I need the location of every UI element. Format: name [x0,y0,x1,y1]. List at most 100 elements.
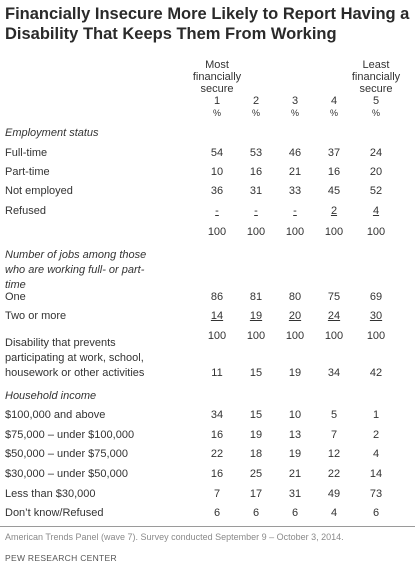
row-label: Two or more [5,310,67,322]
table-cell: 7 [213,488,221,500]
table-cell: 100 [366,330,386,342]
col5-header-line3: secure [359,83,393,95]
table-cell: 86 [210,291,224,303]
table-cell: 75 [327,291,341,303]
table-cell: 30 [369,310,383,322]
table-cell: 4 [330,507,338,519]
row-label: $30,000 – under $50,000 [5,468,128,480]
table-cell: 10 [210,166,224,178]
table-cell: - [215,205,219,217]
table-cell: 42 [369,367,383,379]
column-number-3: 3 [291,95,299,107]
table-cell: 20 [288,310,302,322]
table-cell: 73 [369,488,383,500]
title-line-2: Disability That Keeps Them From Working [5,25,337,43]
table-cell: 6 [213,507,221,519]
table-cell: 54 [210,147,224,159]
title-line-1: Financially Insecure More Likely to Repo… [5,5,410,23]
row-label: Part-time [5,166,50,178]
table-cell: 80 [288,291,302,303]
survey-note: American Trends Panel (wave 7). Survey c… [5,532,344,542]
footer-divider [0,526,415,527]
table-cell: 12 [327,448,341,460]
table-cell: 16 [327,166,341,178]
table-cell: 49 [327,488,341,500]
row-label: $50,000 – under $75,000 [5,448,128,460]
section-employment: Employment status [5,127,99,139]
table-cell: 45 [327,185,341,197]
table-cell: 100 [246,330,266,342]
table-cell: 22 [210,448,224,460]
table-cell: 10 [288,409,302,421]
column-number-5: 5 [372,95,380,107]
table-cell: 5 [330,409,338,421]
disability-label-line1: Disability that prevents [5,337,116,349]
row-label: Less than $30,000 [5,488,96,500]
row-label: $100,000 and above [5,409,106,421]
row-label: Refused [5,205,46,217]
table-cell: 24 [327,310,341,322]
table-cell: 69 [369,291,383,303]
table-cell: 7 [330,429,338,441]
col1-header-line3: secure [200,83,234,95]
column-unit-3: % [290,108,299,118]
table-cell: 100 [207,226,227,238]
table-cell: 4 [372,205,380,217]
table-cell: 100 [246,226,266,238]
table-cell: 15 [249,367,263,379]
table-cell: 19 [249,429,263,441]
table-cell: 21 [288,166,302,178]
table-cell: 31 [288,488,302,500]
table-cell: 16 [249,166,263,178]
table-cell: 19 [249,310,263,322]
col5-header-line2: financially [351,71,401,83]
section-income: Household income [5,390,97,402]
table-cell: 24 [369,147,383,159]
table-cell: 100 [366,226,386,238]
column-number-1: 1 [213,95,221,107]
table-cell: 15 [249,409,263,421]
row-label: $75,000 – under $100,000 [5,429,135,441]
disability-label-line2: participating at work, school, [5,352,144,364]
row-label: Don’t know/Refused [5,507,104,519]
row-label: Full-time [5,147,48,159]
table-cell: 18 [249,448,263,460]
table-cell: 6 [291,507,299,519]
pew-logo-text: PEW RESEARCH CENTER [5,553,117,563]
table-cell: - [293,205,297,217]
table-cell: 6 [372,507,380,519]
table-cell: 21 [288,468,302,480]
column-unit-2: % [251,108,260,118]
table-cell: 1 [372,409,380,421]
table-cell: 17 [249,488,263,500]
table-cell: 36 [210,185,224,197]
table-cell: 2 [330,205,338,217]
table-cell: 25 [249,468,263,480]
table-cell: 13 [288,429,302,441]
table-cell: 4 [372,448,380,460]
table-cell: 34 [210,409,224,421]
col1-header-line2: financially [192,71,242,83]
table-cell: 22 [327,468,341,480]
row-label: One [5,291,26,303]
table-cell: 11 [211,367,223,379]
table-cell: 53 [249,147,263,159]
table-cell: 20 [369,166,383,178]
column-unit-4: % [329,108,338,118]
table-cell: 2 [372,429,380,441]
table-cell: 37 [327,147,341,159]
column-number-4: 4 [330,95,338,107]
disability-label-line3: housework or other activities [5,367,145,379]
table-cell: 19 [288,448,302,460]
table-cell: 81 [249,291,263,303]
table-cell: 14 [369,468,383,480]
table-cell: 16 [210,429,224,441]
table-cell: 46 [288,147,302,159]
table-cell: 100 [324,330,344,342]
row-label: Not employed [5,185,73,197]
section-jobs-line2: who are working full- or part- [5,264,145,276]
table-cell: 33 [288,185,302,197]
chart-title: Financially Insecure More Likely to Repo… [5,4,410,44]
col5-header-line1: Least [362,59,390,71]
table-cell: 34 [327,367,341,379]
